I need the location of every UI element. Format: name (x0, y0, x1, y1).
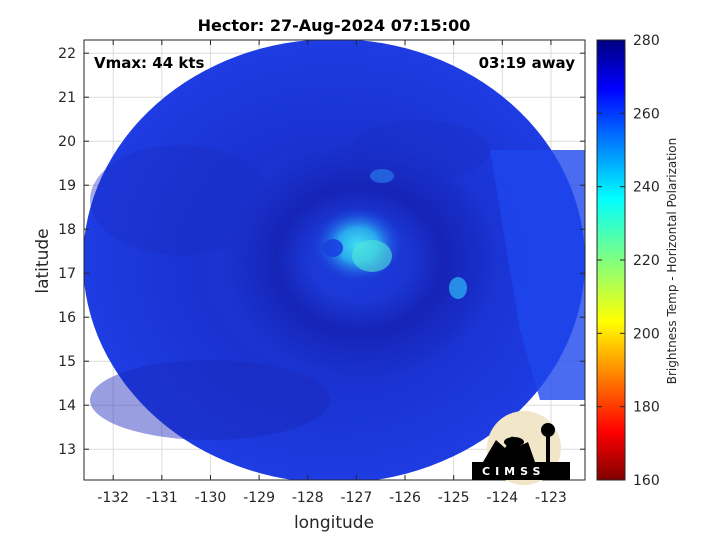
y-axis-label: latitude (33, 228, 53, 293)
x-tick-label: -131 (146, 490, 178, 506)
colorbar-tick-label: 180 (633, 400, 660, 416)
x-tick-label: -128 (292, 490, 324, 506)
x-tick-label: -124 (486, 490, 518, 506)
brightness-temp-swath (84, 40, 585, 480)
axes-frame (83, 39, 586, 481)
colorbar-tick-label: 260 (633, 106, 660, 122)
y-tick-label: 20 (58, 134, 76, 150)
y-tick-label: 13 (58, 442, 76, 458)
svg-text:CIMSS: CIMSS (482, 465, 545, 478)
colorbar-tick-label: 280 (633, 33, 660, 49)
y-tick-label: 22 (58, 46, 76, 62)
colorbar: 160 180 200 220 240 260 280 Brightness Temp - … (596, 33, 679, 489)
y-axis-ticks: 13 14 15 16 17 18 19 20 21 22 (58, 46, 585, 458)
x-tick-label: -129 (243, 490, 275, 506)
x-axis-ticks: -132 -131 -130 -129 -128 -127 -126 -125 -124 -123 (97, 40, 567, 506)
colorbar-tick-label: 240 (633, 180, 660, 196)
y-tick-label: 14 (58, 398, 76, 414)
colorbar-tick-label: 200 (633, 326, 660, 342)
y-tick-label: 21 (58, 90, 76, 106)
colorbar-label: Brightness Temp - Horizontal Polarizatio… (665, 138, 679, 385)
y-tick-label: 19 (58, 178, 76, 194)
y-tick-label: 16 (58, 310, 76, 326)
colorbar-ticks: 160 180 200 220 240 260 280 (597, 33, 660, 489)
y-tick-label: 18 (58, 222, 76, 238)
colorbar-tick-label: 220 (633, 253, 660, 269)
x-tick-label: -130 (195, 490, 227, 506)
x-tick-label: -126 (389, 490, 421, 506)
x-tick-label: -125 (438, 490, 470, 506)
x-axis-label: longitude (294, 513, 374, 533)
x-tick-label: -123 (535, 490, 567, 506)
time-away-annotation: 03:19 away (479, 54, 576, 72)
x-tick-label: -132 (97, 490, 129, 506)
vmax-annotation: Vmax: 44 kts (94, 54, 204, 72)
chart-title: Hector: 27-Aug-2024 07:15:00 (198, 16, 471, 35)
cimss-logo: CIMSS (472, 411, 570, 485)
y-tick-label: 17 (58, 266, 76, 282)
x-tick-label: -127 (340, 490, 372, 506)
y-tick-label: 15 (58, 354, 76, 370)
colorbar-tick-label: 160 (633, 473, 660, 489)
